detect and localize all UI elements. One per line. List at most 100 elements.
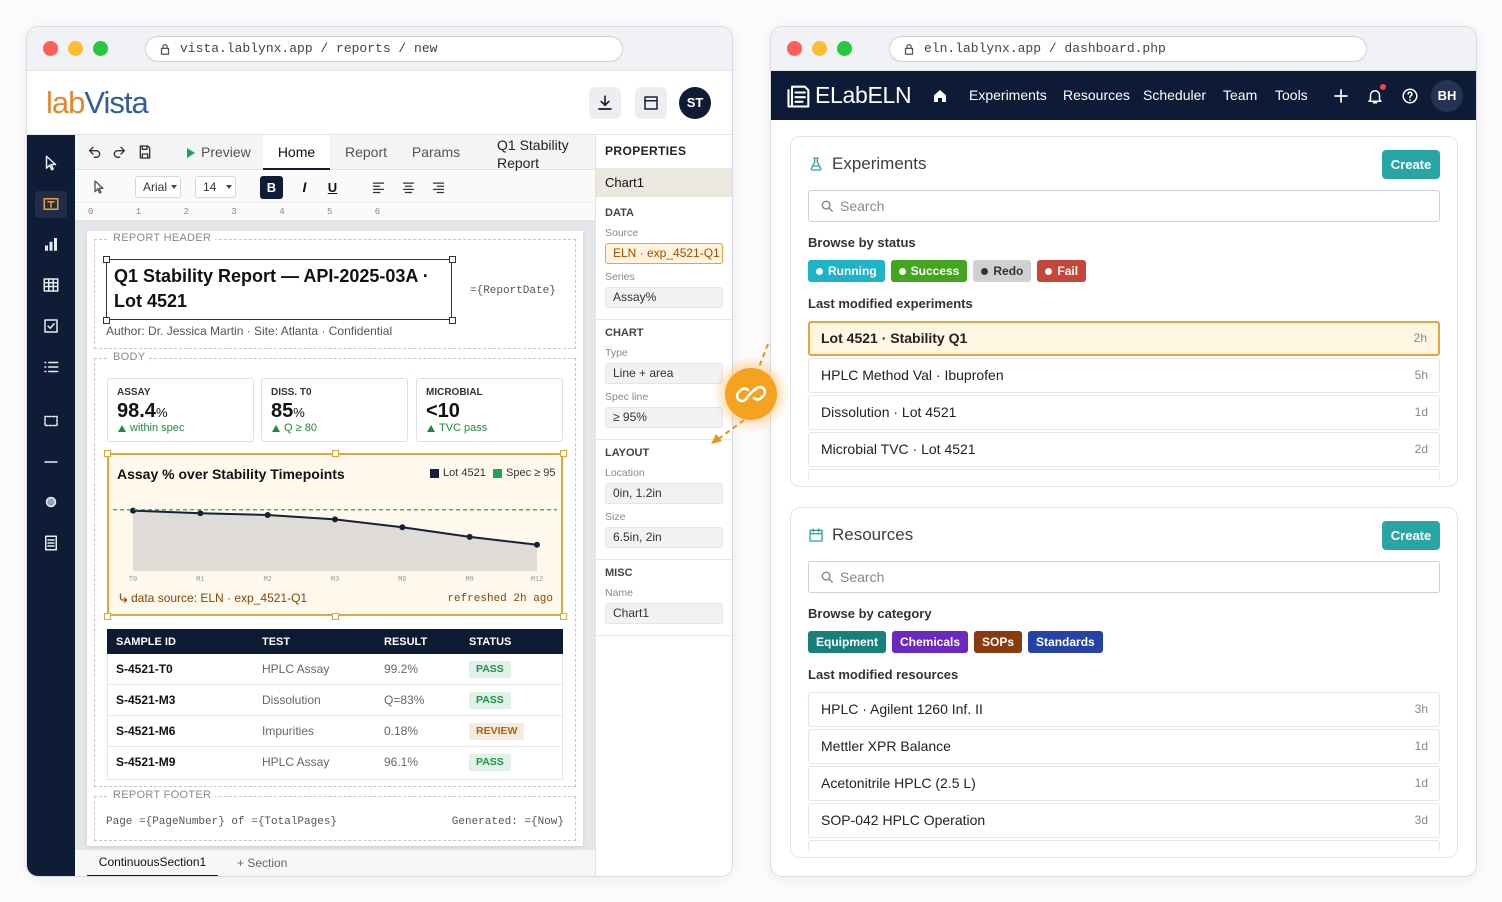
search-input[interactable]: Search xyxy=(808,561,1440,593)
create-button[interactable]: Create xyxy=(1382,150,1440,179)
report-section xyxy=(94,239,576,349)
chip-dot xyxy=(981,267,989,275)
list-item[interactable]: Acetonitrile HPLC (2.5 L) 1d xyxy=(808,766,1440,801)
resize-handle[interactable] xyxy=(560,450,567,457)
nav-link[interactable]: Scheduler xyxy=(1143,87,1207,103)
ribbon-tab[interactable]: Params xyxy=(411,144,461,160)
field-input[interactable]: Chart1 xyxy=(605,603,723,624)
create-button[interactable]: Create xyxy=(1382,521,1440,550)
icon-stroke xyxy=(906,44,912,50)
footer-page: Page ={PageNumber} of ={TotalPages} xyxy=(106,816,338,828)
column-header: TEST xyxy=(262,636,291,648)
logo: labVista xyxy=(46,83,149,123)
avatar[interactable]: BH xyxy=(1431,80,1463,112)
list-item[interactable]: Microbial TVC · Lot 4521 2d xyxy=(808,432,1440,467)
chip-row: Running Success Redo Fail xyxy=(808,260,1087,282)
list-item[interactable]: HPLC · Agilent 1260 Inf. II 3h xyxy=(808,692,1440,727)
search-input[interactable]: Search xyxy=(808,190,1440,222)
filter-chip[interactable]: SOPs xyxy=(974,631,1023,653)
kpi-unit: % xyxy=(155,405,168,420)
browser-window: vista.lablynx.app / reports / new labVist… xyxy=(26,26,733,877)
logo-lab: lab xyxy=(46,85,85,120)
window-control[interactable] xyxy=(93,41,108,56)
filter-chip[interactable]: Standards xyxy=(1028,631,1103,653)
resize-handle[interactable] xyxy=(560,613,567,620)
list-item[interactable]: Dissolution · Lot 4521 1d xyxy=(808,395,1440,430)
ribbon-tab[interactable]: Report xyxy=(344,144,388,160)
resize-handle[interactable] xyxy=(104,450,111,457)
filter-chip[interactable]: Redo xyxy=(973,260,1032,282)
resize-handle[interactable] xyxy=(332,613,339,620)
window-control[interactable] xyxy=(837,41,852,56)
resize-handle[interactable] xyxy=(449,317,456,324)
nav-link[interactable]: Experiments xyxy=(969,87,1047,103)
field-input[interactable]: Assay% xyxy=(605,287,723,308)
icon-alignC xyxy=(402,182,415,194)
caret xyxy=(171,185,177,189)
window-control[interactable] xyxy=(68,41,83,56)
trend-icon xyxy=(118,425,126,432)
group-divider xyxy=(596,635,732,636)
column-header: RESULT xyxy=(384,636,428,648)
browser-window: eln.lablynx.app / dashboard.php ELabELN Ex… xyxy=(770,26,1477,877)
filter-chip[interactable]: Running xyxy=(808,260,885,282)
point xyxy=(332,516,338,523)
item-age: 1d xyxy=(1414,739,1428,753)
size-select[interactable]: 14 xyxy=(195,176,236,198)
window-control[interactable] xyxy=(787,41,802,56)
filter-chip[interactable]: Success xyxy=(890,260,968,282)
icon-undo xyxy=(89,146,101,158)
list-item[interactable]: Mettler XPR Balance 1d xyxy=(808,729,1440,764)
ribbon-tab[interactable]: Home xyxy=(263,135,330,170)
sample-id: S-4521-T0 xyxy=(116,662,173,676)
font-select[interactable]: Arial xyxy=(135,176,181,198)
window-control[interactable] xyxy=(812,41,827,56)
filter-chip[interactable]: Chemicals xyxy=(892,631,969,653)
window-control[interactable] xyxy=(43,41,58,56)
resize-handle[interactable] xyxy=(332,450,339,457)
ruler-number: 0 xyxy=(88,207,94,217)
list-item[interactable]: HPLC Method Val · Ibuprofen 5h xyxy=(808,358,1440,393)
legend-swatch xyxy=(493,469,502,478)
filter-chip[interactable]: Fail xyxy=(1037,260,1087,282)
report-meta: Author: Dr. Jessica Martin · Site: Atlan… xyxy=(106,324,393,338)
icon-bell xyxy=(1368,90,1382,104)
avatar[interactable]: ST xyxy=(679,87,711,119)
report-section xyxy=(94,796,576,841)
field-input[interactable]: 6.5in, 2in xyxy=(605,527,723,548)
nav-link[interactable]: Resources xyxy=(1063,87,1130,103)
layout-button[interactable] xyxy=(635,87,667,119)
kpi-note: TVC pass xyxy=(439,422,488,434)
item-name: Microbial TVC · Lot 4521 xyxy=(821,441,976,457)
sample-id: S-4521-M3 xyxy=(116,693,176,707)
x-tick-label: M1 xyxy=(196,576,204,584)
table-row xyxy=(108,654,562,685)
report-title: Q1 Stability Report — API-2025-03A · Lot… xyxy=(114,266,429,311)
ruler-number: 3 xyxy=(231,207,237,217)
legend-swatch xyxy=(430,469,439,478)
field-input[interactable]: 0in, 1.2in xyxy=(605,483,723,504)
italic-button[interactable]: I xyxy=(302,179,307,195)
filter-chip[interactable]: Equipment xyxy=(808,631,886,653)
field-input[interactable]: ≥ 95% xyxy=(605,407,723,428)
line-chart: T0 M1 M2 M3 M6 M9 M12 xyxy=(113,507,557,584)
underline-button[interactable]: U xyxy=(327,180,338,195)
nav-link[interactable]: Team xyxy=(1223,87,1258,103)
bold-button[interactable]: B xyxy=(260,176,283,199)
kpi-note: Q ≥ 80 xyxy=(284,422,317,434)
nav-link[interactable]: Tools xyxy=(1275,87,1308,103)
selected-name: Chart1 xyxy=(605,175,645,190)
resize-handle[interactable] xyxy=(103,317,110,324)
section-tab[interactable]: ContinuousSection1 xyxy=(87,850,218,876)
list-item[interactable]: Lot 4521 · Stability Q1 2h xyxy=(808,321,1440,356)
add-section[interactable]: + Section xyxy=(237,856,288,870)
resize-handle[interactable] xyxy=(103,256,110,263)
resize-handle[interactable] xyxy=(449,256,456,263)
resize-handle[interactable] xyxy=(104,613,111,620)
ribbon-tab[interactable]: Q1 Stability Report xyxy=(497,137,569,171)
preview-button[interactable]: Preview xyxy=(201,144,251,160)
list-item[interactable]: SOP-042 HPLC Operation 3d xyxy=(808,803,1440,838)
field-input[interactable]: ELN · exp_4521-Q1 xyxy=(605,243,723,264)
field-input[interactable]: Line + area xyxy=(605,363,723,384)
download-button[interactable] xyxy=(589,87,621,119)
